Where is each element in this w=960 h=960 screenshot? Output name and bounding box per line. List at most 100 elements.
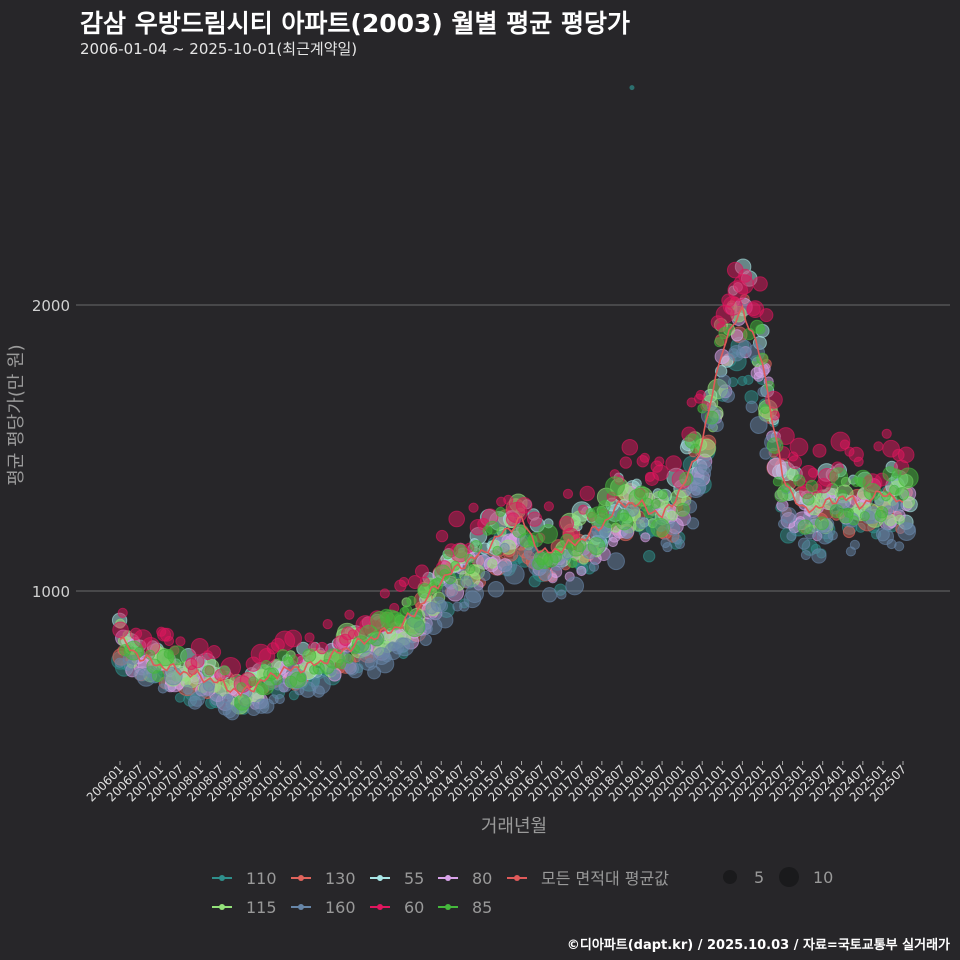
legend-dot-icon	[377, 875, 383, 881]
legend-label: 모든 면적대 평균값	[541, 869, 669, 888]
point-60	[639, 452, 650, 463]
point-85	[760, 403, 771, 415]
chart-title: 감삼 우방드림시티 아파트(2003) 월별 평균 평당가	[80, 9, 630, 38]
point-80	[766, 457, 787, 478]
point-85	[598, 500, 611, 513]
y-tick-label: 2000	[32, 297, 70, 315]
point-60	[515, 497, 533, 514]
point-85	[495, 506, 506, 518]
point-60	[448, 510, 465, 528]
point-85	[442, 549, 453, 560]
point-160	[487, 580, 505, 598]
point-outlier	[629, 85, 635, 91]
point-160	[395, 637, 415, 657]
point-60	[897, 446, 915, 464]
footer-credit: ©디아파트(dapt.kr) / 2025.10.03 / 자료=국토교통부 실…	[566, 938, 950, 953]
legend-item-130[interactable]: 130	[291, 869, 356, 888]
legend-item-80[interactable]: 80	[438, 869, 492, 888]
point-85	[814, 516, 829, 531]
point-160	[686, 517, 700, 530]
legend-dot-icon	[298, 875, 304, 881]
legend-label: 55	[404, 869, 424, 888]
x-axis-label: 거래년월	[481, 816, 547, 837]
point-160	[635, 516, 649, 530]
point-160	[480, 570, 491, 582]
legend-item-115[interactable]: 115	[212, 898, 277, 917]
point-85	[492, 545, 503, 556]
point-160	[539, 568, 552, 581]
legend-dot-icon	[445, 904, 451, 910]
point-85	[657, 489, 668, 500]
point-85	[336, 659, 347, 670]
legend-label: 160	[325, 898, 356, 917]
point-85	[797, 519, 813, 535]
legend-item-110[interactable]: 110	[212, 869, 277, 888]
point-160	[419, 633, 432, 647]
point-60	[652, 464, 669, 481]
legend-item-average[interactable]: 모든 면적대 평균값	[507, 869, 669, 888]
point-160	[222, 693, 233, 704]
point-80	[576, 565, 587, 577]
legend-item-55[interactable]: 55	[370, 869, 424, 888]
point-115	[271, 658, 282, 669]
point-85	[854, 469, 872, 488]
point-60	[304, 632, 315, 643]
point-160	[347, 662, 363, 679]
point-85	[859, 511, 870, 522]
point-60	[873, 441, 884, 452]
point-115	[667, 510, 678, 521]
point-160	[274, 693, 285, 705]
point-85	[236, 682, 247, 693]
size-circle-icon	[723, 870, 737, 884]
point-85	[202, 665, 215, 678]
point-160	[435, 599, 449, 613]
point-160	[565, 576, 585, 596]
point-160	[696, 459, 713, 475]
chart-subtitle: 2006-01-04 ~ 2025-10-01(최근계약일)	[80, 40, 358, 58]
point-85	[234, 694, 251, 711]
point-85	[898, 467, 919, 489]
point-85	[538, 524, 558, 544]
legend-item-160[interactable]: 160	[291, 898, 356, 917]
legend-dot-icon	[219, 904, 225, 910]
point-85	[219, 665, 230, 676]
point-60	[207, 645, 222, 660]
legend-item-85[interactable]: 85	[438, 898, 492, 917]
point-85	[772, 476, 783, 487]
point-160	[662, 541, 673, 553]
point-85	[848, 515, 859, 526]
point-85	[895, 486, 910, 501]
point-160	[903, 522, 916, 536]
point-85	[875, 506, 889, 519]
point-85	[465, 563, 476, 575]
point-85	[615, 512, 633, 531]
point-160	[189, 691, 205, 707]
legend-label: 130	[325, 869, 356, 888]
legend-label: 85	[472, 898, 492, 917]
point-85	[167, 645, 188, 666]
point-60	[190, 654, 205, 669]
point-160	[436, 611, 454, 629]
legend-label: 80	[472, 869, 492, 888]
point-60	[738, 268, 753, 283]
point-160	[894, 541, 905, 552]
point-110	[743, 374, 754, 385]
point-60	[695, 389, 706, 401]
point-160	[759, 447, 772, 460]
legend-item-60[interactable]: 60	[370, 898, 424, 917]
point-85	[805, 479, 819, 493]
point-85	[675, 502, 690, 517]
point-60	[579, 485, 595, 502]
legend-label: 110	[246, 869, 277, 888]
point-160	[811, 548, 827, 564]
point-85	[567, 557, 578, 569]
point-60	[503, 494, 514, 505]
point-60	[414, 564, 429, 579]
point-60	[175, 636, 186, 647]
point-85	[863, 482, 882, 501]
point-85	[755, 324, 766, 335]
point-60	[526, 511, 543, 527]
point-60	[665, 455, 682, 472]
point-60	[752, 276, 768, 292]
